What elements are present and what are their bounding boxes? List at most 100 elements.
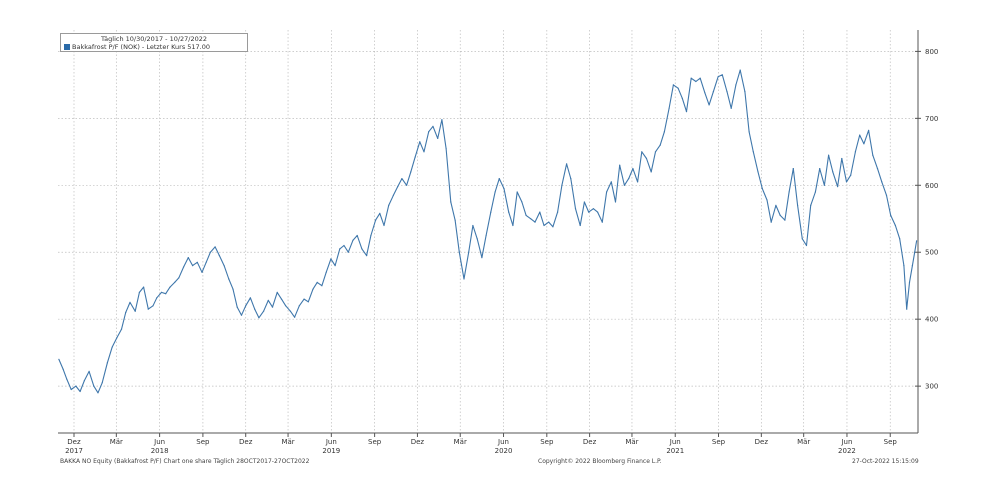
data-point [214,246,216,248]
data-point [614,201,617,203]
x-year-label: 2018 [151,447,169,455]
data-point [120,328,123,330]
data-point [160,291,163,293]
data-point [916,240,918,242]
data-point [93,385,95,387]
data-point [271,306,274,308]
data-point [106,362,108,364]
data-point [508,211,510,213]
data-point [276,291,278,293]
data-point [854,151,857,153]
y-tick-label: 700 [925,115,938,123]
data-point [810,204,812,206]
x-tick-label: Dez [67,438,81,446]
data-point [548,221,550,223]
data-point [717,76,719,78]
x-tick-label: Dez [239,438,253,446]
data-point [129,301,131,303]
data-point [841,157,843,160]
data-point [316,281,318,283]
data-point [681,97,683,99]
data-point [650,171,652,173]
data-point [668,107,670,109]
data-point [458,251,460,253]
data-point [695,80,697,83]
data-point [641,151,643,153]
data-point [583,201,586,203]
data-point [134,310,136,312]
y-tick-label: 500 [925,249,938,257]
legend-series-label: Bakkafrost P/F (NOK) - Letzter Kurs 517.… [72,43,211,51]
series-line [58,69,918,394]
data-point [906,308,908,310]
data-point [908,281,911,283]
data-point [503,188,505,190]
data-point [801,238,803,240]
data-point [610,181,612,183]
y-tick-label: 400 [925,316,938,324]
data-point [516,191,518,193]
x-tick-label: Sep [368,438,382,446]
data-point [868,129,870,131]
data-point [138,291,140,293]
data-point [70,388,72,391]
data-point [485,234,487,237]
data-point [525,214,527,216]
data-point [423,151,425,153]
data-point [428,131,430,133]
data-point [66,378,68,380]
legend-swatch [64,44,70,50]
data-point [911,265,914,267]
data-point [832,171,834,173]
data-point [370,234,372,237]
data-point [881,181,883,183]
x-tick-label: Sep [540,438,554,446]
data-point [494,191,496,193]
data-point [97,392,99,394]
data-point [784,219,786,221]
data-point [187,257,189,259]
data-point [823,184,826,186]
data-point [116,337,118,339]
price-series [58,69,918,394]
data-point [770,221,772,223]
data-point [419,141,421,143]
data-point [347,251,349,253]
data-point [903,265,905,267]
data-point [183,266,185,268]
data-point [579,224,581,227]
data-point [263,310,265,312]
data-point [392,194,394,196]
data-point [712,91,715,93]
data-point [232,288,234,290]
data-point [432,125,434,127]
data-point [645,157,648,160]
data-point [704,92,706,94]
data-point [410,171,412,173]
data-point [899,238,901,240]
data-point [859,134,861,136]
data-point [75,385,77,387]
data-point [401,178,403,180]
data-point [775,204,777,206]
data-point [228,278,230,280]
data-point [339,248,341,250]
data-point [619,164,621,166]
data-point [330,258,332,260]
x-tick-label: Jun [153,438,165,446]
data-point [708,104,710,106]
data-point [205,261,207,263]
data-point [481,257,483,259]
data-point [383,224,385,227]
data-point [628,178,630,180]
data-point [557,211,559,213]
x-year-label: 2022 [838,447,856,455]
data-point [672,84,675,86]
data-point [476,238,478,240]
data-point [592,208,595,210]
data-point [845,181,848,183]
data-point [254,308,256,310]
data-point [512,224,514,227]
data-point [218,255,220,257]
